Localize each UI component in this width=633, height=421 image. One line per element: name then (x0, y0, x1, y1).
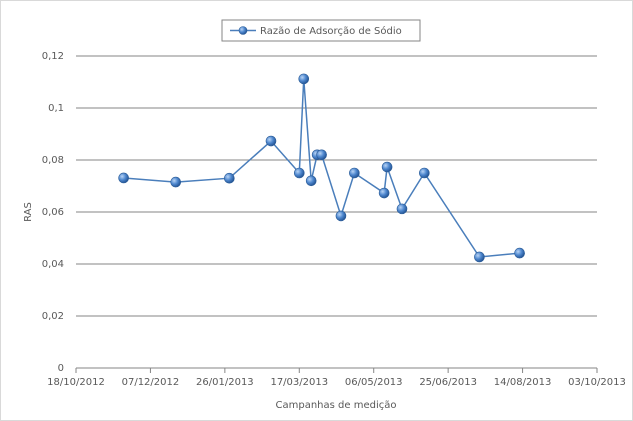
data-point (298, 73, 310, 85)
data-point (396, 203, 408, 215)
data-point (265, 135, 277, 147)
legend-marker (238, 26, 248, 35)
data-point (224, 172, 235, 184)
y-tick-label: 0 (58, 363, 64, 374)
data-point (118, 172, 129, 184)
data-point (170, 176, 182, 188)
data-point (293, 167, 305, 179)
x-tick-label: 03/10/2013 (568, 377, 626, 388)
y-axis-title: RAS (23, 202, 34, 222)
legend-box (221, 19, 421, 42)
x-tick-label: 18/10/2012 (47, 377, 105, 388)
x-tick-label: 17/03/2013 (270, 377, 328, 388)
data-point (378, 187, 390, 199)
data-point (335, 210, 347, 222)
data-point (381, 161, 393, 173)
x-axis-title: Campanhas de medição (276, 400, 397, 411)
y-tick-label: 0,12 (42, 51, 64, 62)
data-point (474, 251, 485, 263)
data-point (316, 149, 327, 161)
y-tick-label: 0,02 (42, 311, 64, 322)
data-point (419, 167, 430, 179)
legend-label: Razão de Adsorção de Sódio (260, 25, 402, 37)
data-point (514, 247, 525, 259)
x-tick-label: 07/12/2012 (122, 377, 180, 388)
y-tick-label: 0,1 (48, 103, 64, 114)
x-tick-label: 14/08/2013 (494, 377, 552, 388)
data-point (305, 175, 317, 187)
y-tick-label: 0,06 (42, 207, 64, 218)
x-tick-label: 06/05/2013 (345, 377, 403, 388)
data-point (349, 167, 360, 179)
x-tick-label: 26/01/2013 (196, 377, 254, 388)
y-tick-label: 0,04 (42, 259, 64, 270)
x-tick-label: 25/06/2013 (419, 377, 477, 388)
y-tick-label: 0,08 (42, 155, 64, 166)
